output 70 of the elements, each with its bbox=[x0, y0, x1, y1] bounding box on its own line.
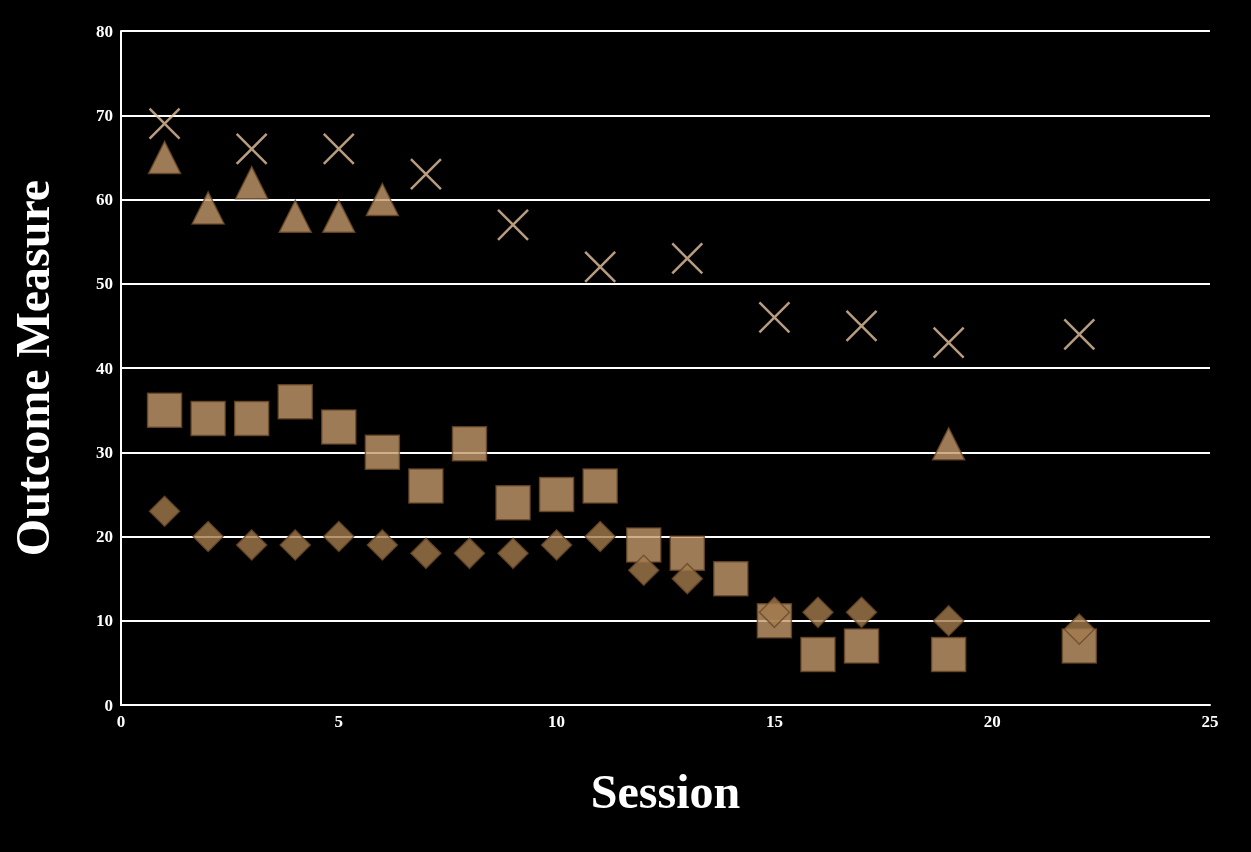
point bbox=[235, 529, 268, 561]
y-tick-label: 50 bbox=[96, 274, 113, 294]
point bbox=[931, 427, 966, 461]
x-tick-label: 25 bbox=[1201, 712, 1219, 731]
point bbox=[800, 636, 836, 673]
y-tick-label: 30 bbox=[96, 442, 113, 462]
point bbox=[627, 554, 660, 586]
y-tick-label: 10 bbox=[96, 611, 113, 631]
point bbox=[671, 242, 704, 275]
point bbox=[190, 400, 226, 437]
point bbox=[321, 409, 357, 445]
y-tick-label: 20 bbox=[96, 527, 113, 546]
point bbox=[497, 537, 529, 570]
point bbox=[843, 628, 880, 664]
point bbox=[408, 468, 444, 504]
point bbox=[148, 107, 181, 140]
point bbox=[279, 529, 311, 561]
point bbox=[713, 560, 749, 597]
point bbox=[538, 476, 575, 513]
point bbox=[364, 434, 401, 470]
x-tick-label: 5 bbox=[334, 712, 344, 731]
point bbox=[146, 392, 183, 428]
x-tick-label: 10 bbox=[548, 712, 566, 731]
point bbox=[1063, 318, 1096, 351]
point bbox=[235, 132, 268, 166]
x-tick-label: 15 bbox=[765, 712, 783, 731]
point bbox=[277, 383, 313, 420]
point bbox=[669, 535, 706, 572]
point bbox=[323, 520, 355, 553]
point bbox=[278, 199, 312, 234]
point bbox=[802, 596, 834, 629]
point bbox=[625, 527, 662, 563]
point bbox=[540, 529, 573, 561]
point bbox=[322, 199, 356, 234]
point bbox=[758, 301, 791, 334]
point bbox=[845, 596, 878, 629]
point bbox=[322, 132, 356, 166]
point bbox=[496, 208, 530, 242]
point bbox=[192, 520, 224, 553]
y-tick-label: 80 bbox=[96, 21, 113, 41]
point bbox=[671, 562, 704, 595]
point bbox=[932, 326, 965, 359]
point bbox=[233, 400, 270, 437]
point bbox=[930, 636, 967, 673]
y-tick-label: 70 bbox=[96, 105, 113, 125]
point bbox=[148, 495, 181, 527]
point bbox=[495, 485, 531, 521]
x-axis-title: Session bbox=[590, 764, 741, 818]
point bbox=[582, 468, 618, 504]
point bbox=[584, 520, 616, 553]
point bbox=[758, 596, 791, 629]
point bbox=[191, 191, 225, 225]
point bbox=[583, 250, 617, 284]
point bbox=[453, 537, 486, 570]
y-axis-title: Outcome Measure bbox=[5, 179, 59, 557]
point bbox=[147, 140, 182, 175]
point bbox=[932, 605, 965, 637]
point bbox=[845, 309, 878, 343]
y-tick-label: 0 bbox=[104, 695, 113, 715]
point bbox=[234, 165, 269, 200]
x-tick-label: 0 bbox=[116, 712, 126, 731]
x-tick-label: 20 bbox=[983, 712, 1001, 731]
point bbox=[1063, 613, 1096, 645]
point bbox=[409, 157, 443, 191]
y-tick-label: 40 bbox=[96, 358, 113, 378]
y-tick-label: 60 bbox=[96, 190, 113, 209]
point bbox=[366, 529, 399, 561]
point bbox=[410, 537, 442, 570]
point bbox=[365, 182, 400, 217]
point bbox=[451, 426, 488, 462]
